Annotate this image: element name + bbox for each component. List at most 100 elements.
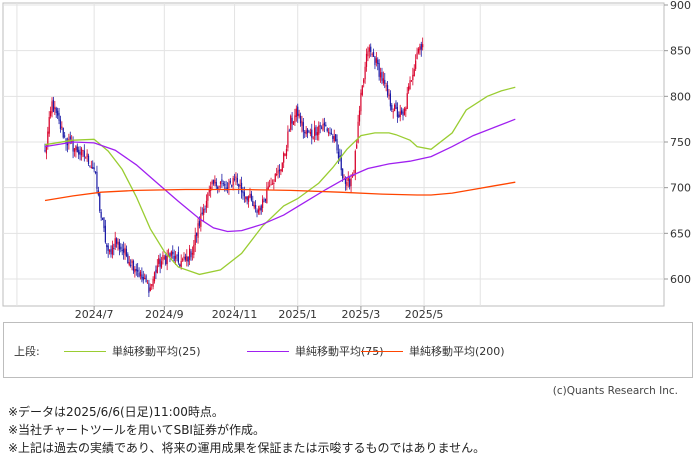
candlestick bbox=[413, 64, 415, 77]
candle-body bbox=[274, 173, 276, 182]
candlestick bbox=[153, 271, 156, 284]
candle-body bbox=[125, 248, 128, 257]
candle-body bbox=[141, 274, 143, 279]
candlestick bbox=[406, 86, 408, 110]
candle-body bbox=[124, 247, 126, 255]
candle-body bbox=[344, 178, 347, 184]
candle-body bbox=[364, 66, 366, 80]
candle-body bbox=[149, 287, 151, 292]
candlestick bbox=[146, 279, 149, 284]
candle-body bbox=[361, 85, 363, 95]
candle-body bbox=[191, 253, 194, 255]
legend-text-ma25: 単純移動平均(25) bbox=[112, 345, 201, 358]
candlestick bbox=[59, 115, 62, 133]
candle-body bbox=[212, 179, 215, 184]
candlestick bbox=[280, 169, 282, 176]
candlestick bbox=[155, 265, 157, 279]
candlestick bbox=[82, 149, 84, 158]
candle-body bbox=[203, 209, 205, 215]
candle-body bbox=[239, 185, 241, 187]
candle-body bbox=[93, 167, 95, 170]
plot-area bbox=[2, 2, 665, 307]
candlestick bbox=[301, 115, 303, 133]
candle-body bbox=[273, 182, 275, 184]
candle-body bbox=[346, 182, 348, 186]
candlestick bbox=[246, 196, 248, 205]
candlestick bbox=[295, 105, 297, 122]
candlestick bbox=[330, 128, 333, 135]
candlestick bbox=[311, 123, 313, 145]
candle-body bbox=[277, 170, 279, 174]
candlestick bbox=[318, 121, 320, 141]
candlestick bbox=[131, 258, 133, 271]
candlestick bbox=[110, 245, 112, 258]
candlestick bbox=[320, 125, 323, 130]
candlestick bbox=[245, 196, 247, 203]
candlestick bbox=[172, 245, 174, 259]
candle-body bbox=[328, 131, 330, 134]
candle-body bbox=[104, 225, 106, 243]
legend-box: 上段: 単純移動平均(25) 単純移動平均(75) 単純移動平均(200) bbox=[3, 322, 693, 378]
legend-section-label: 上段: bbox=[14, 345, 40, 358]
candlestick bbox=[231, 184, 233, 188]
candlestick bbox=[94, 171, 97, 175]
candlestick bbox=[363, 78, 365, 88]
candlestick bbox=[229, 178, 231, 185]
candlestick bbox=[412, 67, 414, 86]
candle-body bbox=[158, 258, 160, 264]
candle-body bbox=[232, 178, 234, 186]
candle-body bbox=[264, 199, 267, 201]
candlestick bbox=[87, 153, 90, 166]
candlestick bbox=[262, 195, 264, 213]
candle-body bbox=[54, 106, 56, 110]
candle-body bbox=[111, 245, 113, 255]
candle-body bbox=[128, 262, 130, 266]
candle-body bbox=[329, 132, 331, 134]
candle-body bbox=[86, 153, 88, 158]
candle-body bbox=[179, 264, 181, 267]
candle-body bbox=[113, 247, 115, 249]
candle-body bbox=[243, 192, 245, 197]
candlestick bbox=[111, 240, 113, 259]
candle-body bbox=[354, 150, 356, 174]
candle-body bbox=[416, 52, 418, 59]
candlestick bbox=[189, 244, 191, 266]
candlestick bbox=[329, 127, 331, 136]
candle-body bbox=[389, 93, 391, 107]
candle-body bbox=[218, 185, 220, 188]
candle-body bbox=[319, 125, 321, 127]
candlestick bbox=[208, 185, 210, 197]
candlestick bbox=[101, 217, 104, 221]
candlestick bbox=[386, 80, 389, 98]
candlestick bbox=[371, 52, 373, 58]
candlestick bbox=[196, 232, 198, 243]
legend-item-ma75: 単純移動平均(75) bbox=[247, 343, 384, 359]
candle-body bbox=[374, 56, 376, 66]
candle-body bbox=[173, 255, 175, 261]
candlestick bbox=[266, 182, 268, 204]
candlestick bbox=[117, 238, 119, 251]
candle-body bbox=[217, 187, 219, 190]
candle-body bbox=[385, 85, 387, 87]
candlestick bbox=[298, 109, 300, 119]
moving-average-lines bbox=[44, 86, 516, 276]
candlestick bbox=[247, 195, 250, 208]
candle-body bbox=[281, 162, 283, 172]
candlestick bbox=[419, 43, 421, 55]
candlestick bbox=[138, 267, 140, 278]
candlestick bbox=[120, 243, 122, 253]
candlestick bbox=[377, 57, 379, 71]
candlestick bbox=[193, 240, 195, 259]
candlestick bbox=[309, 128, 311, 137]
candlestick bbox=[62, 127, 64, 139]
candle-body bbox=[189, 248, 191, 260]
candlestick bbox=[48, 111, 50, 137]
candlestick bbox=[389, 90, 391, 111]
candle-body bbox=[94, 172, 97, 174]
candlestick bbox=[264, 198, 267, 203]
candle-body bbox=[181, 259, 184, 261]
candle-body bbox=[160, 261, 163, 268]
candle-body bbox=[388, 95, 390, 97]
candlestick bbox=[139, 269, 142, 280]
y-tick-label: 700 bbox=[670, 182, 691, 195]
